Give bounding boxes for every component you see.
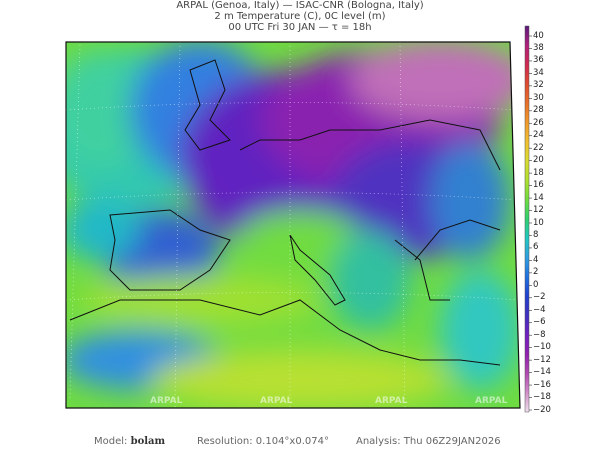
colorbar-tick-label: −14 — [533, 367, 551, 378]
colorbar-tick-label: 0 — [533, 279, 539, 290]
colorbar-tick-label: 12 — [533, 205, 544, 216]
colorbar-tick-label: 38 — [533, 42, 544, 53]
colorbar-tick-label: 36 — [533, 55, 544, 66]
colorbar-tick-label: 18 — [533, 167, 544, 178]
colorbar-tick-label: 32 — [533, 80, 544, 91]
colorbar-tick-label: 22 — [533, 142, 544, 153]
colorbar-tick-label: −16 — [533, 379, 551, 390]
colorbar-tick-label: 6 — [533, 242, 539, 253]
colorbar-tick-label: −18 — [533, 392, 551, 403]
colorbar-tick-label: −10 — [533, 342, 551, 353]
model-info: Model: bolam — [94, 436, 165, 447]
colorbar-tick-label: 26 — [533, 117, 544, 128]
colorbar-tick-label: −12 — [533, 354, 551, 365]
watermark: ARPAL — [475, 396, 508, 406]
map-frame — [65, 41, 521, 409]
analysis-time: Analysis: Thu 06Z29JAN2026 — [356, 436, 501, 447]
colorbar-tick-label: 14 — [533, 192, 544, 203]
watermark: ARPAL — [375, 396, 408, 406]
colorbar-tick-label: 2 — [533, 267, 539, 278]
watermark: ARPAL — [150, 396, 183, 406]
coastlines — [69, 59, 501, 366]
model-value: bolam — [130, 436, 166, 447]
colorbar-tick-label: 24 — [533, 130, 544, 141]
temperature-field — [66, 42, 520, 408]
watermarks: ARPAL ARPAL ARPAL ARPAL — [150, 396, 508, 406]
colorbar-tick-label: 20 — [533, 155, 544, 166]
colorbar-tick-label: 28 — [533, 105, 544, 116]
model-label: Model: — [94, 436, 128, 447]
colorbar-tick-label: −8 — [533, 329, 546, 340]
colorbar-tick-label: 34 — [533, 67, 544, 78]
watermark: ARPAL — [260, 396, 293, 406]
colorbar-tick-label: 10 — [533, 217, 544, 228]
title-line-1: ARPAL (Genoa, Italy) — ISAC-CNR (Bologna… — [176, 0, 424, 11]
colorbar-tick-label: 4 — [533, 254, 539, 265]
colorbar-tick-label: −2 — [533, 292, 546, 303]
colorbar-tick-label: 30 — [533, 92, 544, 103]
title-line-2: 2 m Temperature (C), 0C level (m) — [214, 11, 386, 22]
colorbar-tick-label: 16 — [533, 180, 544, 191]
colorbar — [524, 25, 530, 413]
colorbar-tick-label: −20 — [533, 404, 551, 415]
colorbar-tick-label: 40 — [533, 30, 544, 41]
colorbar-tick-label: 8 — [533, 229, 539, 240]
title-line-3: 00 UTC Fri 30 JAN — τ = 18h — [228, 22, 372, 33]
colorbar-tick-label: −6 — [533, 317, 546, 328]
resolution: Resolution: 0.104°x0.074° — [197, 436, 329, 447]
colorbar-tick-label: −4 — [533, 304, 546, 315]
